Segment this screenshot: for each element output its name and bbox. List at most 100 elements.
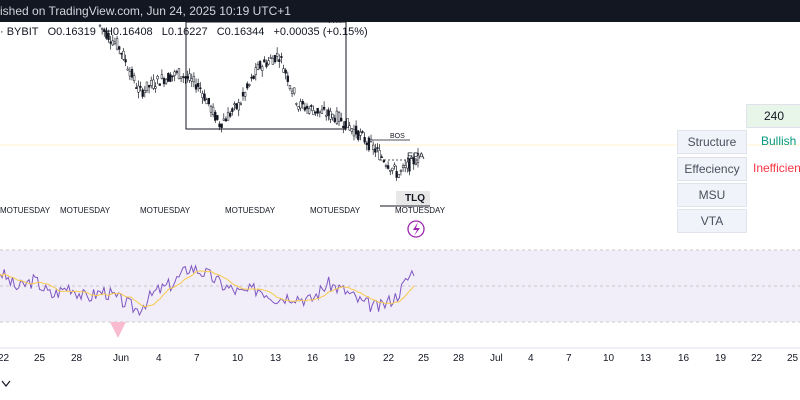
candle-body xyxy=(252,75,255,79)
candle-body xyxy=(350,128,353,132)
x-tick: 19 xyxy=(344,353,356,364)
efficiency-cell: Effeciency xyxy=(677,157,747,181)
x-tick: 25 xyxy=(418,353,430,364)
candle-body xyxy=(308,108,311,114)
rsi-oversold-fill xyxy=(110,322,126,338)
candle-body xyxy=(179,76,183,79)
candle-body xyxy=(248,84,251,86)
tlq-label: TLQ xyxy=(405,193,425,204)
published-text: ished on TradingView.com, Jun 24, 2025 1… xyxy=(0,4,291,18)
candle-body xyxy=(372,144,375,150)
day-label-1: MOTUESDAY xyxy=(0,206,51,215)
candle-body xyxy=(329,111,332,120)
candle-body xyxy=(229,112,232,117)
candle-body xyxy=(243,92,247,97)
candle-body xyxy=(167,72,170,82)
price-chart[interactable] xyxy=(0,0,800,370)
candle-body xyxy=(113,41,117,44)
candle-body xyxy=(120,52,123,55)
candle-body xyxy=(284,69,287,74)
candle-body xyxy=(158,83,161,86)
candle-body xyxy=(226,112,230,121)
candle-body xyxy=(254,67,257,75)
candle-body xyxy=(197,83,200,87)
x-tick: 16 xyxy=(678,353,690,364)
vtr-box xyxy=(185,21,347,130)
x-tick: Jul xyxy=(490,353,503,364)
candle-body xyxy=(201,93,204,98)
candle-body xyxy=(406,161,409,169)
candle-body xyxy=(337,112,341,122)
candle-body xyxy=(346,118,349,128)
candle-body xyxy=(111,40,114,46)
x-tick: 10 xyxy=(232,353,244,364)
candle-body xyxy=(322,106,326,110)
candle-body xyxy=(340,117,343,122)
candle-body xyxy=(320,109,324,114)
candle-body xyxy=(216,115,219,120)
candle-body xyxy=(386,165,390,169)
candle-body xyxy=(335,110,339,124)
candle-body xyxy=(305,105,309,109)
candle-body xyxy=(275,53,279,57)
candle-body xyxy=(352,128,356,137)
x-tick: 22 xyxy=(383,353,395,364)
x-tick: 25 xyxy=(34,353,46,364)
candle-body xyxy=(184,76,187,79)
candle-body xyxy=(363,137,366,143)
candle-body xyxy=(154,86,157,89)
candle-body xyxy=(137,85,140,93)
candle-body xyxy=(211,106,215,115)
candle-body xyxy=(258,61,262,69)
chevron-icon[interactable] xyxy=(0,378,12,390)
candle-body xyxy=(235,103,238,109)
candle-body xyxy=(177,68,181,80)
candle-body xyxy=(414,162,418,165)
candle-body xyxy=(182,76,185,78)
candle-body xyxy=(135,87,138,89)
candle-body xyxy=(401,165,405,168)
change-value: +0.00035 (+0.15%) xyxy=(273,26,368,38)
x-tick: 25 xyxy=(787,353,799,364)
day-label-6: MOTUESDAY xyxy=(395,206,446,215)
candle-body xyxy=(122,50,125,60)
structure-value: Bullish xyxy=(761,134,797,148)
candle-body xyxy=(280,56,283,58)
candle-body xyxy=(175,71,178,73)
candle-body xyxy=(103,29,106,32)
candle-body xyxy=(160,74,164,79)
candle-body xyxy=(389,169,392,172)
candle-body xyxy=(105,30,108,39)
x-tick: 4 xyxy=(156,353,162,364)
candle-body xyxy=(124,59,127,63)
candle-body xyxy=(239,103,243,105)
epa-label: EPA xyxy=(407,151,425,161)
rsi-ma-line xyxy=(0,270,415,308)
candle-body xyxy=(109,41,112,44)
x-tick: 22 xyxy=(751,353,763,364)
candle-body xyxy=(410,156,413,159)
candle-body xyxy=(173,71,176,76)
close-value: C0.16344 xyxy=(216,26,265,38)
x-tick: 4 xyxy=(528,353,534,364)
structure-cell: Structure xyxy=(677,130,747,154)
candle-body xyxy=(416,152,420,163)
candle-body xyxy=(269,57,272,59)
candle-body xyxy=(143,90,146,93)
candle-body xyxy=(141,89,144,97)
bos-label: BOS xyxy=(390,133,405,140)
candle-body xyxy=(282,68,285,73)
candle-body xyxy=(190,78,193,82)
candle-body xyxy=(408,158,411,172)
candle-body xyxy=(203,93,206,101)
candle-body xyxy=(218,123,221,128)
candle-body xyxy=(354,125,358,135)
candle-body xyxy=(222,118,225,121)
candle-body xyxy=(359,131,362,136)
candle-body xyxy=(404,165,407,168)
timeframe-value: 240 xyxy=(746,104,800,128)
candle-body xyxy=(278,59,281,62)
symbol-label: · BYBIT xyxy=(0,26,39,38)
x-tick: 7 xyxy=(566,353,572,364)
candle-body xyxy=(325,114,328,117)
